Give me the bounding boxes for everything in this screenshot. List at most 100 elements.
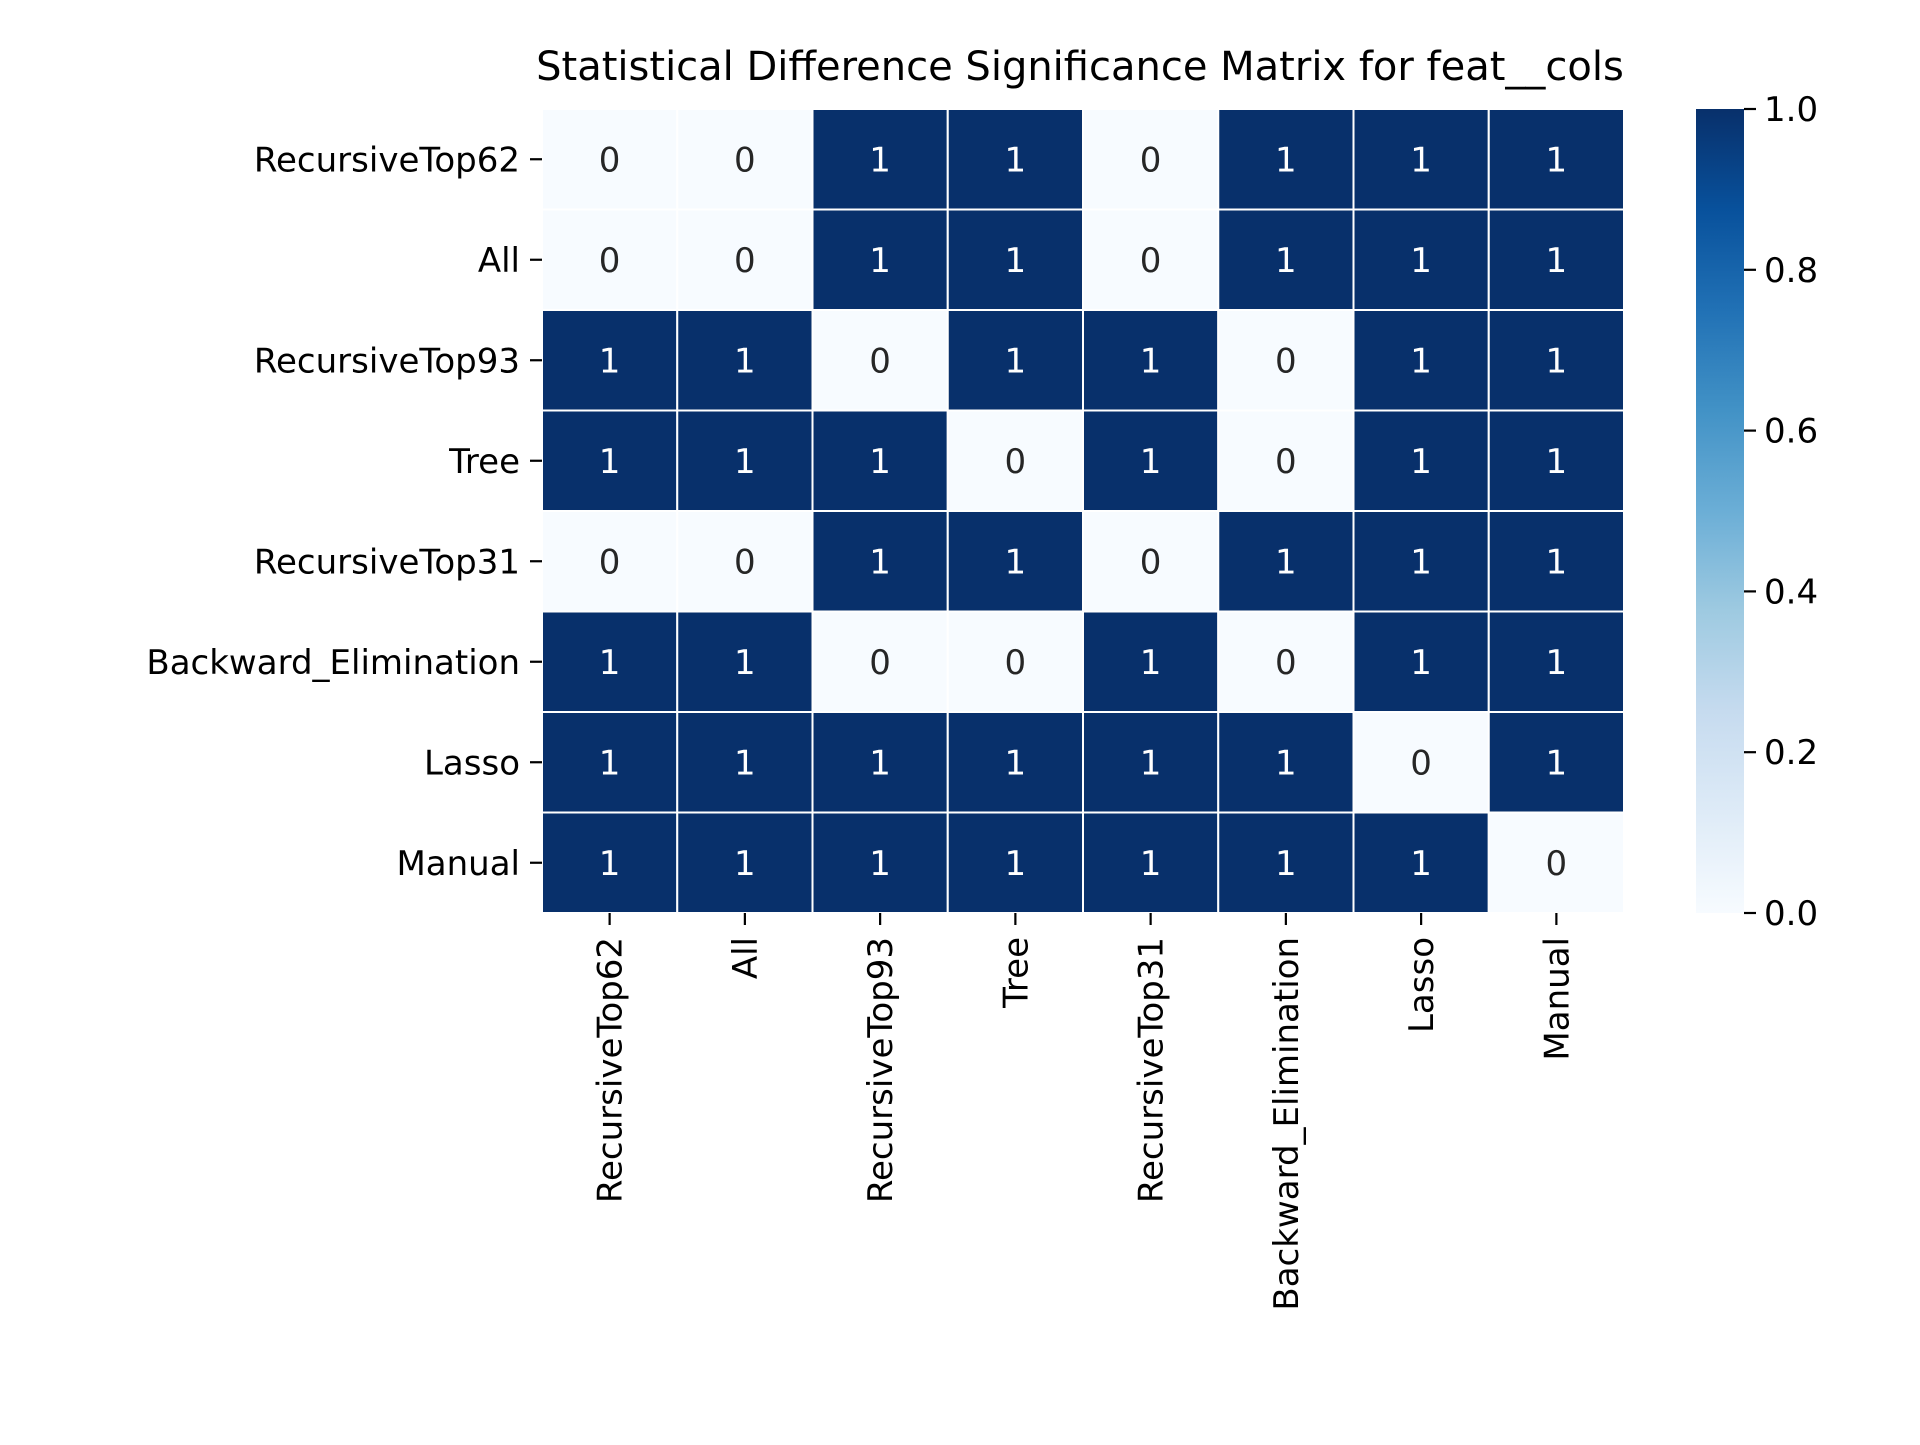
cell-value-label: 1 xyxy=(599,844,621,884)
heatmap-cell-r6-c4 xyxy=(1082,711,1220,814)
heatmap-cell-r5-c5 xyxy=(1217,610,1355,713)
cell-value-label: 1 xyxy=(1140,643,1162,683)
y-tick-label-recursivetop31: RecursiveTop31 xyxy=(254,542,520,582)
cell-value-label: 0 xyxy=(734,140,756,180)
cell-value-label: 1 xyxy=(1546,140,1568,180)
cell-value-label: 1 xyxy=(1140,743,1162,783)
cell-value-label: 1 xyxy=(869,743,891,783)
cell-value-label: 1 xyxy=(1410,241,1432,281)
heatmap-cell-r7-c4 xyxy=(1082,811,1220,914)
x-tick-label-recursivetop62: RecursiveTop62 xyxy=(591,937,631,1203)
colorbar-tick-label: 0.2 xyxy=(1764,733,1818,773)
cell-value-label: 0 xyxy=(869,341,891,381)
heatmap-cell-r2-c4 xyxy=(1082,309,1220,412)
y-tick-label-all: All xyxy=(478,241,520,281)
cell-value-label: 1 xyxy=(1546,542,1568,582)
cell-value-label: 0 xyxy=(1140,140,1162,180)
cell-value-label: 0 xyxy=(1275,341,1297,381)
cell-value-label: 1 xyxy=(1410,341,1432,381)
heatmap-cell-r0-c1 xyxy=(676,108,814,211)
heatmap-cell-r6-c0 xyxy=(541,711,679,814)
heatmap-cell-r6-c1 xyxy=(676,711,814,814)
heatmap-cell-r5-c2 xyxy=(811,610,949,713)
x-tick-label-manual: Manual xyxy=(1537,937,1577,1061)
y-tick-label-backward-elimination: Backward_Elimination xyxy=(146,643,520,683)
heatmap-cell-r4-c6 xyxy=(1352,510,1490,613)
y-tick-label-tree: Tree xyxy=(448,442,520,482)
heatmap-cell-r3-c0 xyxy=(541,409,679,512)
heatmap-cells xyxy=(541,108,1625,914)
cell-value-label: 0 xyxy=(1140,241,1162,281)
cell-value-label: 1 xyxy=(599,442,621,482)
cell-value-label: 0 xyxy=(1275,442,1297,482)
cell-value-label: 0 xyxy=(869,643,891,683)
heatmap-cell-r6-c6 xyxy=(1352,711,1490,814)
colorbar-tick-label: 0.8 xyxy=(1764,251,1818,291)
colorbar-tick-label: 1.0 xyxy=(1764,90,1818,130)
cell-value-label: 1 xyxy=(734,442,756,482)
x-axis: RecursiveTop62 All RecursiveTop93 Tree Recur… xyxy=(591,913,1577,1311)
x-tick-label-recursivetop31: RecursiveTop31 xyxy=(1132,937,1172,1203)
heatmap-cell-r5-c4 xyxy=(1082,610,1220,713)
cell-value-label: 1 xyxy=(869,442,891,482)
heatmap-cell-r0-c0 xyxy=(541,108,679,211)
cell-value-label: 1 xyxy=(1410,844,1432,884)
cell-value-label: 0 xyxy=(734,542,756,582)
heatmap-cell-r7-c7 xyxy=(1487,811,1625,914)
cell-value-label: 1 xyxy=(1005,140,1027,180)
cell-value-label: 1 xyxy=(1275,743,1297,783)
heatmap-cell-r0-c5 xyxy=(1217,108,1355,211)
cell-value-label: 1 xyxy=(734,341,756,381)
cell-value-label: 1 xyxy=(1546,643,1568,683)
heatmap-cell-r4-c4 xyxy=(1082,510,1220,613)
cell-value-label: 1 xyxy=(599,743,621,783)
heatmap-cell-r1-c3 xyxy=(946,208,1084,311)
x-tick-label-recursivetop93: RecursiveTop93 xyxy=(861,937,901,1203)
cell-value-label: 1 xyxy=(1410,542,1432,582)
cell-value-label: 1 xyxy=(1410,140,1432,180)
colorbar-ticks: 0.0 0.2 0.4 0.6 0.8 1.0 xyxy=(1744,90,1818,934)
heatmap-cell-r1-c7 xyxy=(1487,208,1625,311)
cell-value-label: 1 xyxy=(869,140,891,180)
x-tick-label-tree: Tree xyxy=(996,937,1036,1009)
cell-value-label: 0 xyxy=(1140,542,1162,582)
x-tick-label-all: All xyxy=(726,937,766,979)
colorbar-tick-label: 0.4 xyxy=(1764,572,1818,612)
cell-value-label: 0 xyxy=(1410,743,1432,783)
colorbar: 0.0 0.2 0.4 0.6 0.8 1.0 xyxy=(1696,90,1818,934)
cell-value-label: 1 xyxy=(1140,844,1162,884)
heatmap-cell-r3-c6 xyxy=(1352,409,1490,512)
heatmap-cell-r2-c2 xyxy=(811,309,949,412)
cell-value-label: 1 xyxy=(869,542,891,582)
heatmap-cell-r2-c1 xyxy=(676,309,814,412)
heatmap-cell-r0-c7 xyxy=(1487,108,1625,211)
colorbar-tick-label: 0.6 xyxy=(1764,412,1818,452)
cell-value-label: 1 xyxy=(1275,241,1297,281)
cell-value-label: 1 xyxy=(869,241,891,281)
y-tick-label-recursivetop93: RecursiveTop93 xyxy=(254,341,520,381)
cell-value-label: 1 xyxy=(1005,743,1027,783)
cell-value-label: 1 xyxy=(599,341,621,381)
cell-value-label: 1 xyxy=(1275,140,1297,180)
heatmap-cell-r2-c7 xyxy=(1487,309,1625,412)
cell-value-label: 0 xyxy=(1005,442,1027,482)
heatmap-cell-r1-c1 xyxy=(676,208,814,311)
heatmap-cell-r7-c2 xyxy=(811,811,949,914)
cell-value-label: 1 xyxy=(734,643,756,683)
y-tick-label-recursivetop62: RecursiveTop62 xyxy=(254,140,520,180)
cell-value-label: 1 xyxy=(869,844,891,884)
cell-value-label: 0 xyxy=(1005,643,1027,683)
heatmap-cell-r4-c7 xyxy=(1487,510,1625,613)
cell-value-label: 1 xyxy=(1546,442,1568,482)
cell-value-label: 1 xyxy=(1410,442,1432,482)
heatmap-cell-r6-c2 xyxy=(811,711,949,814)
cell-value-label: 0 xyxy=(734,241,756,281)
cell-value-label: 1 xyxy=(1140,341,1162,381)
cell-value-label: 1 xyxy=(1140,442,1162,482)
heatmap-cell-r4-c3 xyxy=(946,510,1084,613)
cell-value-label: 1 xyxy=(1005,542,1027,582)
y-tick-label-manual: Manual xyxy=(396,844,520,884)
cell-value-label: 1 xyxy=(1546,341,1568,381)
